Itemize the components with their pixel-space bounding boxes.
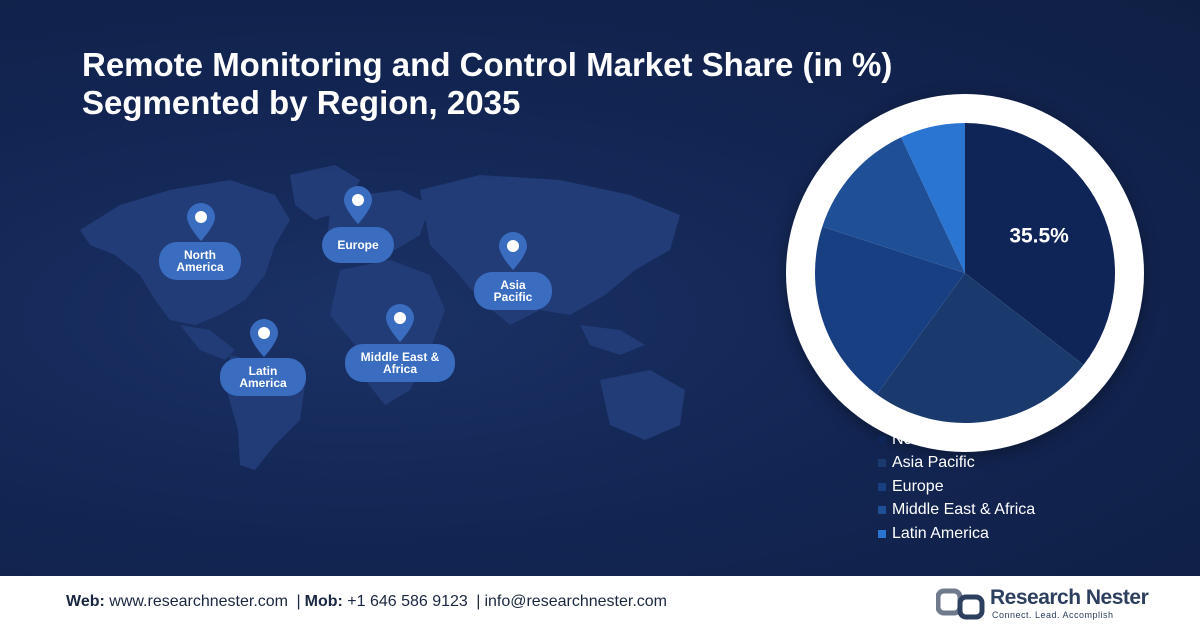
legend-item: North America bbox=[878, 428, 1035, 452]
mob-label: Mob: bbox=[304, 593, 343, 610]
legend-item: Middle East & Africa bbox=[878, 499, 1035, 523]
pie-slice-north-america bbox=[965, 123, 1115, 365]
location-pin-icon bbox=[344, 186, 372, 224]
legend-label: North America bbox=[892, 430, 994, 448]
legend-swatch bbox=[878, 506, 886, 515]
web-link[interactable]: www.researchnester.com bbox=[109, 593, 288, 610]
pie-chart: 35.5% bbox=[815, 123, 1115, 423]
pie-slice-middle-east-africa bbox=[822, 137, 965, 273]
title-line-2: Segmented by Region, 2035 bbox=[82, 84, 521, 121]
location-pin-icon bbox=[187, 203, 215, 241]
chart-title: Remote Monitoring and Control Market Sha… bbox=[82, 46, 1082, 122]
pie-chart-frame: 35.5% bbox=[786, 94, 1144, 452]
brand-tagline: Connect. Lead. Accomplish bbox=[992, 610, 1114, 620]
region-label-north-america: North America bbox=[159, 242, 241, 280]
legend-item: Europe bbox=[878, 475, 1035, 499]
slice-data-label: 35.5% bbox=[1009, 224, 1069, 247]
map-asia bbox=[420, 175, 680, 325]
footer-bar: Web: www.researchnester.com | Mob: +1 646… bbox=[0, 576, 1200, 628]
web-label: Web: bbox=[66, 593, 105, 610]
legend-item: Latin America bbox=[878, 522, 1035, 546]
location-pin-icon bbox=[250, 319, 278, 357]
region-label-latin-america: Latin America bbox=[220, 358, 306, 396]
brand-name: Research Nester bbox=[990, 586, 1149, 609]
chart-legend: North America Asia Pacific Europe Middle Ea… bbox=[878, 428, 1035, 546]
infographic-panel: Remote Monitoring and Control Market Sha… bbox=[0, 0, 1200, 576]
legend-label: Middle East & Africa bbox=[892, 501, 1036, 519]
legend-swatch bbox=[878, 435, 886, 444]
email-link[interactable]: info@researchnester.com bbox=[484, 593, 667, 610]
legend-swatch bbox=[878, 459, 886, 468]
pie-slice-europe bbox=[815, 226, 965, 395]
logo-mark-icon bbox=[936, 588, 985, 620]
map-se-asia bbox=[580, 325, 645, 355]
map-central-america bbox=[180, 325, 235, 360]
location-pin-icon bbox=[386, 304, 414, 342]
research-nester-logo: Research Nester Connect. Lead. Accomplis… bbox=[936, 584, 1149, 622]
legend-label: Latin America bbox=[892, 524, 989, 542]
phone-number[interactable]: +1 646 586 9123 bbox=[347, 593, 468, 610]
legend-swatch bbox=[878, 482, 886, 491]
legend-label: Asia Pacific bbox=[892, 454, 975, 472]
title-line-1: Remote Monitoring and Control Market Sha… bbox=[82, 46, 893, 83]
map-australia bbox=[600, 370, 685, 440]
pie-slice-asia-pacific bbox=[876, 273, 1084, 423]
region-label-europe: Europe bbox=[322, 227, 394, 263]
legend-label: Europe bbox=[892, 477, 944, 495]
separator: | bbox=[296, 593, 301, 610]
legend-item: Asia Pacific bbox=[878, 452, 1035, 476]
region-label-asia-pacific: Asia Pacific bbox=[474, 272, 552, 310]
contact-info: Web: www.researchnester.com | Mob: +1 646… bbox=[66, 593, 667, 611]
legend-swatch bbox=[878, 529, 886, 538]
region-label-middle-east-africa: Middle East & Africa bbox=[345, 344, 455, 382]
pie-slice-latin-america bbox=[901, 123, 965, 273]
separator: | bbox=[476, 593, 481, 610]
location-pin-icon bbox=[499, 232, 527, 270]
